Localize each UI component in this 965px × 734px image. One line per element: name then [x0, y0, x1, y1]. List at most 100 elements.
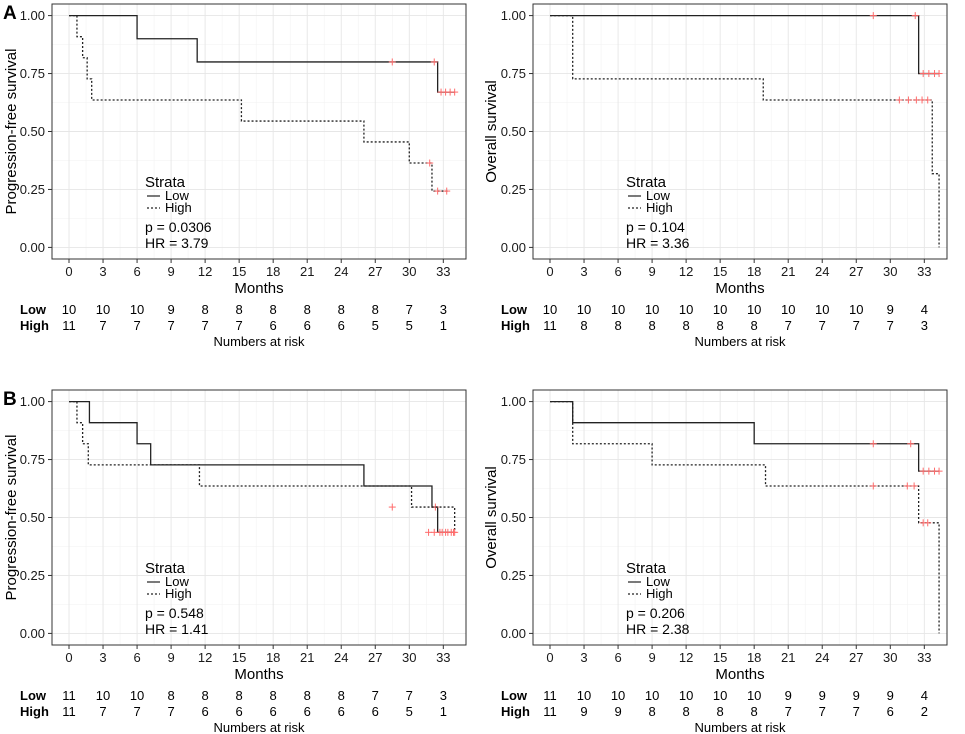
risk-row-label-high: High [501, 704, 530, 719]
risk-count-low: 8 [202, 688, 209, 703]
y-tick-label: 0.25 [20, 568, 45, 583]
risk-row-label-high: High [20, 704, 49, 719]
risk-count-low: 9 [785, 688, 792, 703]
km-curve-low [69, 400, 455, 533]
legend-label-high: High [165, 586, 192, 601]
x-tick-label: 15 [232, 650, 246, 665]
risk-table-title: Numbers at risk [694, 720, 786, 734]
p-value-annotation: p = 0.206 [626, 605, 685, 621]
p-value-annotation: p = 0.0306 [145, 219, 212, 235]
km-panel-4: 0 3 6 9 12 15 18 21 24 27 30 330.000.250.500.751.00… [483, 389, 948, 734]
x-tick-label: 0 [65, 264, 72, 279]
risk-count-high: 3 [921, 318, 928, 333]
legend-title: Strata [626, 174, 667, 191]
y-axis-title: Overall survival [483, 80, 500, 183]
risk-count-low: 8 [167, 688, 174, 703]
x-axis-title: Months [715, 666, 764, 683]
y-tick-label: 0.00 [501, 626, 526, 641]
y-tick-label: 0.25 [501, 182, 526, 197]
risk-count-high: 7 [133, 318, 140, 333]
risk-count-high: 6 [270, 704, 277, 719]
p-value-annotation: p = 0.548 [145, 605, 204, 621]
risk-count-low: 10 [96, 302, 110, 317]
y-tick-label: 1.00 [20, 394, 45, 409]
p-value-annotation: p = 0.104 [626, 219, 685, 235]
x-tick-label: 12 [679, 264, 693, 279]
risk-count-high: 7 [167, 704, 174, 719]
panel-letter-a: A [3, 3, 17, 24]
x-tick-label: 21 [300, 264, 314, 279]
x-tick-label: 12 [198, 264, 212, 279]
x-tick-label: 24 [815, 650, 829, 665]
risk-count-low: 10 [130, 688, 144, 703]
legend-label-high: High [646, 586, 673, 601]
x-tick-label: 30 [883, 650, 897, 665]
x-tick-label: 33 [917, 650, 931, 665]
km-curve-high [550, 400, 940, 634]
risk-row-label-high: High [501, 318, 530, 333]
x-tick-label: 18 [747, 264, 761, 279]
x-tick-label: 18 [266, 650, 280, 665]
legend-title: Strata [145, 174, 186, 191]
risk-count-high: 7 [853, 704, 860, 719]
risk-count-low: 10 [645, 302, 659, 317]
risk-count-high: 7 [99, 318, 106, 333]
y-axis-title: Progression-free survival [3, 49, 20, 215]
x-tick-label: 15 [713, 264, 727, 279]
y-tick-label: 0.75 [20, 452, 45, 467]
x-tick-label: 0 [546, 650, 553, 665]
y-axis-title: Overall survival [483, 466, 500, 569]
risk-count-high: 1 [440, 704, 447, 719]
x-tick-label: 3 [580, 650, 587, 665]
legend-label-high: High [646, 200, 673, 215]
risk-count-high: 7 [887, 318, 894, 333]
x-tick-label: 24 [334, 264, 348, 279]
risk-count-high: 7 [785, 318, 792, 333]
risk-count-low: 10 [62, 302, 76, 317]
risk-count-low: 4 [921, 302, 928, 317]
km-panel-1: 0 3 6 9 12 15 18 21 24 27 30 330.000.250.500.751.00… [3, 3, 467, 349]
risk-count-low: 10 [747, 302, 761, 317]
risk-count-low: 10 [781, 302, 795, 317]
km-panel-3: 0 3 6 9 12 15 18 21 24 27 30 330.000.250.500.751.00… [3, 389, 467, 734]
risk-count-high: 8 [717, 704, 724, 719]
risk-count-high: 8 [683, 318, 690, 333]
risk-row-label-low: Low [501, 302, 528, 317]
risk-count-low: 7 [406, 302, 413, 317]
x-axis-title: Months [234, 280, 283, 297]
risk-row-label-low: Low [501, 688, 528, 703]
risk-count-high: 7 [99, 704, 106, 719]
risk-count-high: 2 [921, 704, 928, 719]
risk-count-high: 11 [543, 318, 557, 333]
x-tick-label: 0 [546, 264, 553, 279]
legend-title: Strata [626, 560, 667, 577]
risk-count-high: 8 [580, 318, 587, 333]
panels: 0 3 6 9 12 15 18 21 24 27 30 330.000.250.500.751.00… [3, 3, 948, 734]
risk-count-low: 10 [747, 688, 761, 703]
risk-count-low: 10 [611, 302, 625, 317]
km-curve-high [69, 14, 449, 192]
risk-count-high: 6 [236, 704, 243, 719]
x-tick-label: 3 [580, 264, 587, 279]
risk-count-low: 9 [887, 302, 894, 317]
risk-count-high: 8 [648, 318, 655, 333]
x-tick-label: 30 [402, 264, 416, 279]
x-tick-label: 0 [65, 650, 72, 665]
km-curve-high [69, 400, 456, 533]
risk-count-low: 11 [62, 688, 76, 703]
risk-count-low: 7 [372, 688, 379, 703]
x-tick-label: 6 [614, 264, 621, 279]
y-tick-label: 1.00 [20, 8, 45, 23]
risk-count-low: 10 [543, 302, 557, 317]
risk-count-high: 7 [236, 318, 243, 333]
risk-count-high: 8 [751, 318, 758, 333]
risk-count-low: 8 [270, 302, 277, 317]
risk-count-low: 10 [577, 688, 591, 703]
x-tick-label: 33 [436, 650, 450, 665]
risk-count-high: 6 [338, 318, 345, 333]
risk-count-low: 10 [645, 688, 659, 703]
x-tick-label: 30 [402, 650, 416, 665]
risk-count-low: 10 [577, 302, 591, 317]
risk-count-low: 10 [611, 688, 625, 703]
risk-row-label-low: Low [20, 302, 47, 317]
